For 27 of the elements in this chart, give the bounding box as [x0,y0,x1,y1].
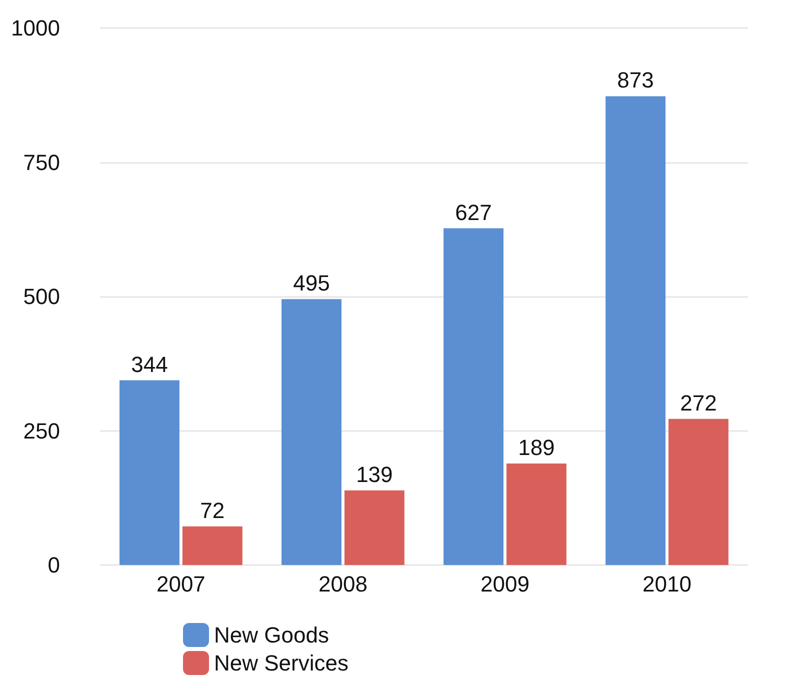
data-label: 344 [131,352,168,377]
x-tick-label: 2007 [156,572,206,596]
x-tick-label: 2008 [318,572,368,596]
y-tick-label: 1000 [10,16,60,40]
x-tick-label: 2009 [480,572,530,596]
data-label: 139 [356,462,393,487]
bar [506,464,566,565]
data-label: 272 [680,390,717,416]
bar [282,299,342,565]
y-tick-label: 250 [23,418,60,444]
bar [606,96,666,565]
data-label: 495 [293,270,330,296]
data-label: 873 [617,68,654,93]
y-tick-label: 500 [23,284,60,309]
bar [182,526,242,565]
bar [120,380,180,565]
bar [668,418,728,565]
data-label: 627 [455,200,492,225]
data-label: 72 [200,498,225,523]
legend-label: New Services [214,650,348,676]
bar [444,228,504,565]
data-label: 189 [518,435,555,460]
y-tick-label: 0 [48,552,60,578]
y-tick-label: 750 [23,150,60,175]
legend-label: New Goods [214,622,329,648]
bar [344,490,404,565]
x-tick-label: 2010 [642,572,692,596]
